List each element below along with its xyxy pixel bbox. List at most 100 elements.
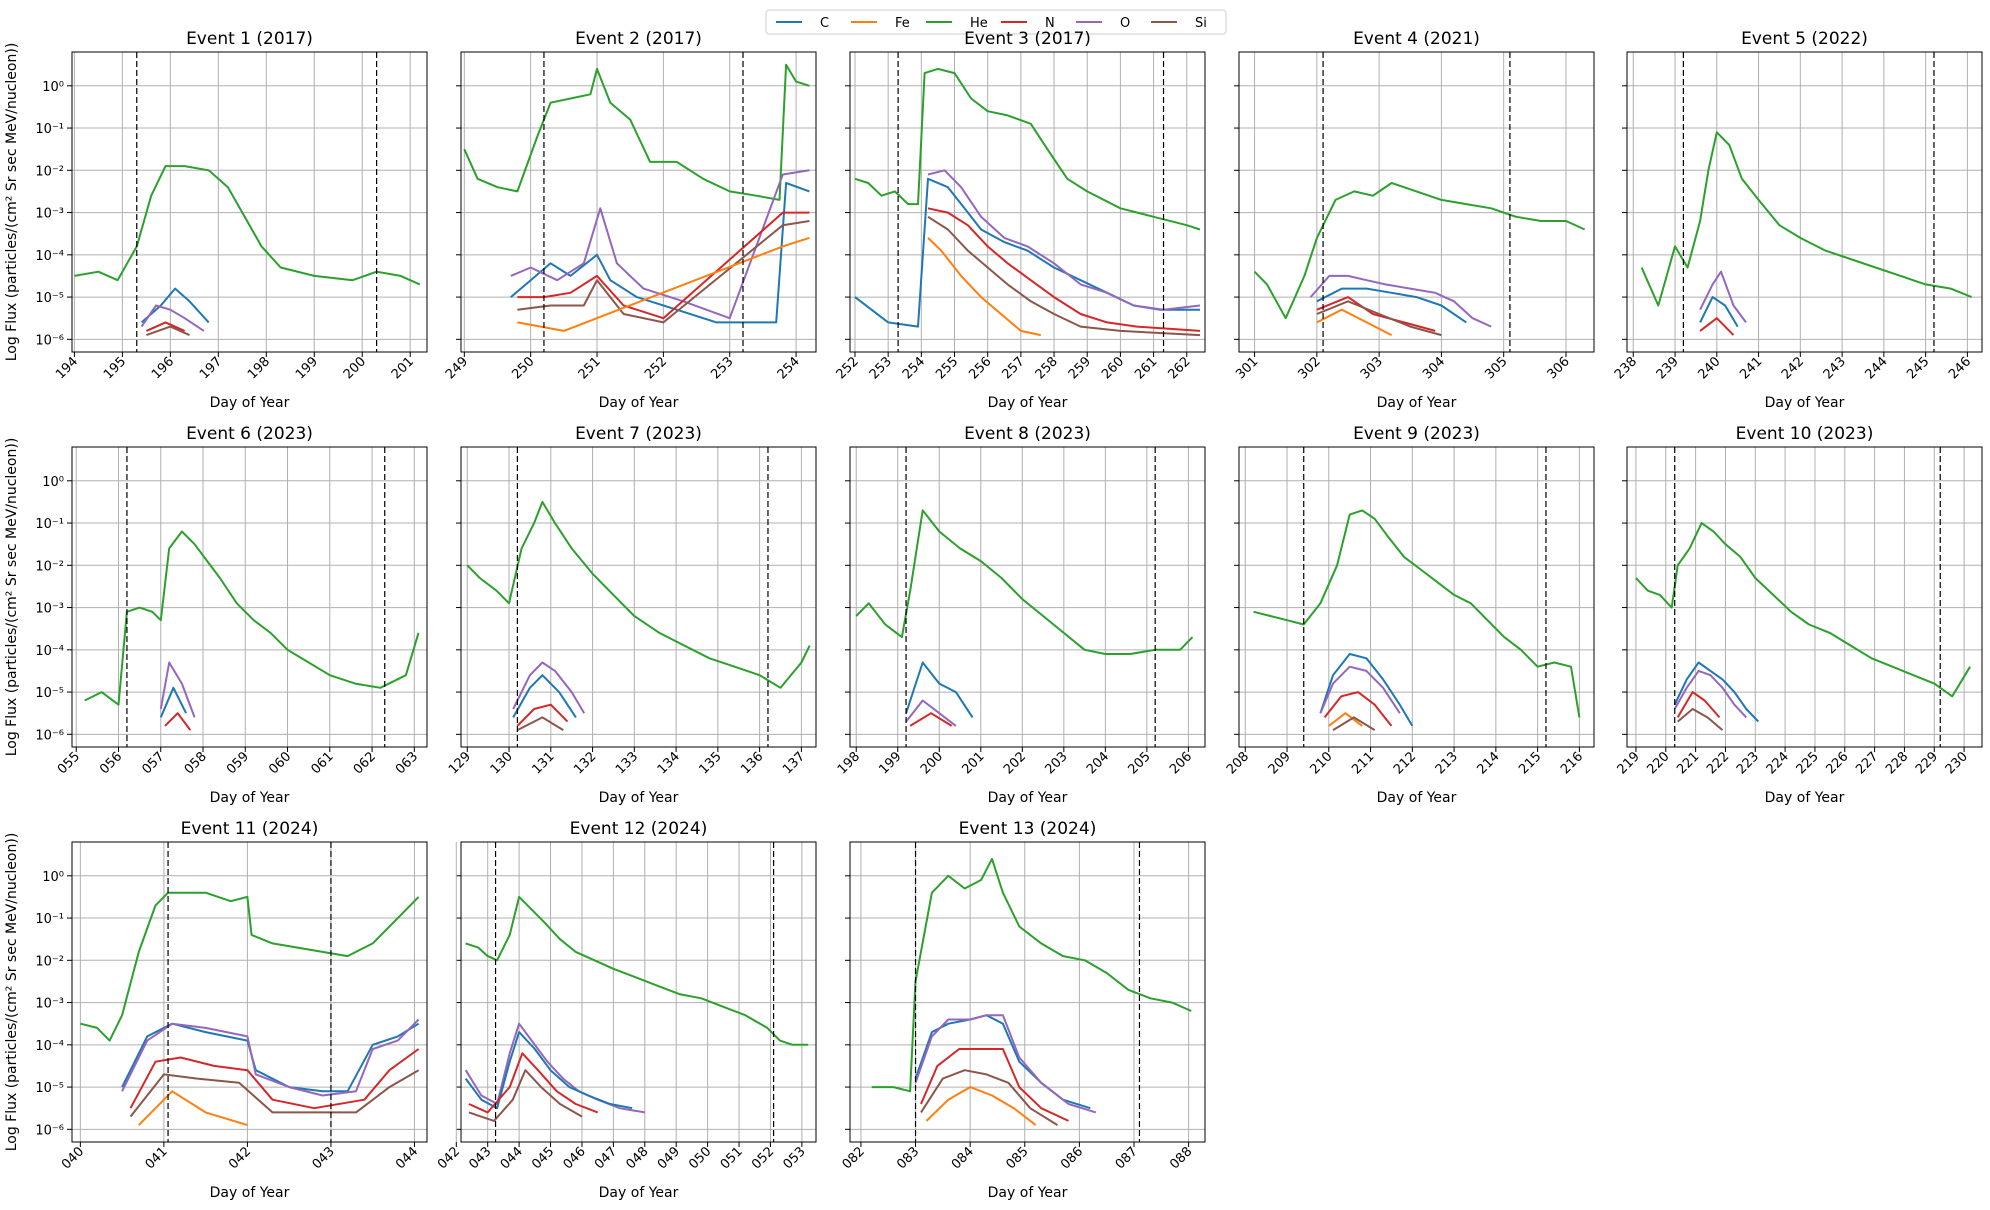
x-tick-label: 242 xyxy=(1779,354,1807,382)
x-tick-label: 195 xyxy=(101,354,129,382)
x-tick-label: 258 xyxy=(1033,354,1061,382)
series-He xyxy=(854,67,1201,231)
x-tick-label: 227 xyxy=(1853,749,1881,777)
y-tick-label: 10⁻² xyxy=(35,164,64,179)
x-tick-label: 088 xyxy=(1167,1144,1195,1172)
x-tick-label: 214 xyxy=(1475,749,1503,777)
y-tick-label: 10⁻³ xyxy=(35,207,64,222)
x-tick-label: 196 xyxy=(149,354,177,382)
y-axis-label: Log Flux (particles/(cm² Sr sec MeV/nucl… xyxy=(4,833,20,1152)
chart-panel-11: 10⁻⁶ 10⁻⁵ 10⁻⁴ 10⁻³ 10⁻² 10⁻¹ 10⁰ 040 041 042 043 0… xyxy=(4,819,428,1201)
series-He xyxy=(1253,509,1581,718)
x-tick-label: 222 xyxy=(1704,749,1732,777)
series-Fe xyxy=(1316,308,1393,336)
x-tick-label: 250 xyxy=(509,354,537,382)
y-tick-label: 10⁻⁵ xyxy=(35,1081,64,1096)
x-axis-label: Day of Year xyxy=(599,1185,679,1201)
x-tick-label: 256 xyxy=(966,354,994,382)
series-group xyxy=(854,67,1201,337)
series-C xyxy=(1316,287,1467,324)
series-He xyxy=(80,891,420,1042)
x-tick-label: 043 xyxy=(310,1144,338,1172)
x-tick-label: 261 xyxy=(1132,354,1160,382)
series-group xyxy=(80,891,420,1127)
series-He xyxy=(74,165,421,286)
x-tick-label: 060 xyxy=(266,749,294,777)
series-O xyxy=(121,1018,420,1097)
x-tick-label: 042 xyxy=(226,1144,254,1172)
x-tick-label: 238 xyxy=(1612,354,1640,382)
y-tick-label: 10⁻³ xyxy=(35,997,64,1012)
x-tick-label: 202 xyxy=(1001,749,1029,777)
x-tick-label: 134 xyxy=(655,749,683,777)
x-tick-label: 056 xyxy=(97,749,125,777)
chart-panel-1: 10⁻⁶ 10⁻⁵ 10⁻⁴ 10⁻³ 10⁻² 10⁻¹ 10⁰ 194 195 196 197 1… xyxy=(4,29,428,411)
chart-panel-7: 129 130 131 132 133 134 135 136 137 Event 7 (2023… xyxy=(446,424,817,806)
y-tick-label: 10⁻⁶ xyxy=(35,333,64,348)
x-axis-label: Day of Year xyxy=(1377,790,1457,806)
x-tick-label: 082 xyxy=(840,1144,868,1172)
series-group xyxy=(1253,509,1581,731)
x-tick-label: 215 xyxy=(1516,749,1544,777)
series-C xyxy=(854,177,1200,328)
series-Si xyxy=(927,215,1201,337)
x-tick-label: 303 xyxy=(1358,354,1386,382)
panel-title: Event 9 (2023) xyxy=(1353,424,1480,444)
series-C xyxy=(1699,296,1739,328)
x-tick-label: 244 xyxy=(1863,354,1891,382)
plot-frame xyxy=(849,446,1206,748)
series-Si xyxy=(1677,708,1724,731)
series-He xyxy=(463,63,810,201)
panel-title: Event 13 (2024) xyxy=(959,819,1097,839)
series-C xyxy=(464,1031,633,1110)
x-tick-label: 239 xyxy=(1654,354,1682,382)
x-tick-label: 040 xyxy=(59,1144,87,1172)
y-tick-label: 10⁻³ xyxy=(35,602,64,617)
series-Si xyxy=(468,1069,583,1122)
series-O xyxy=(1309,274,1492,328)
series-N xyxy=(516,703,569,727)
x-tick-label: 135 xyxy=(697,749,725,777)
x-tick-label: 252 xyxy=(642,354,670,382)
y-tick-label: 10⁻² xyxy=(35,954,64,969)
y-tick-label: 10⁻⁶ xyxy=(35,728,64,743)
x-tick-label: 254 xyxy=(900,354,928,382)
x-tick-label: 043 xyxy=(466,1144,494,1172)
plot-frame xyxy=(1626,446,1983,748)
y-tick-label: 10⁰ xyxy=(42,870,64,885)
series-O xyxy=(512,661,586,714)
series-C xyxy=(1319,653,1414,727)
x-tick-label: 058 xyxy=(182,749,210,777)
x-tick-label: 257 xyxy=(1000,354,1028,382)
x-tick-label: 226 xyxy=(1823,749,1851,777)
series-group xyxy=(463,63,810,332)
series-C xyxy=(510,182,810,324)
x-axis-label: Day of Year xyxy=(599,790,679,806)
series-Si xyxy=(517,220,810,324)
series-Si xyxy=(1332,716,1376,731)
chart-panel-9: 208 209 210 211 212 213 214 215 216 Event 9 (2023… xyxy=(1224,424,1595,806)
x-tick-label: 050 xyxy=(686,1144,714,1172)
x-tick-label: 132 xyxy=(571,749,599,777)
series-O xyxy=(914,1014,1097,1114)
series-N xyxy=(164,712,192,731)
series-He xyxy=(84,530,420,706)
panel-title: Event 12 (2024) xyxy=(570,819,708,839)
series-Si xyxy=(516,716,564,731)
chart-panel-3: 252 253 254 255 256 257 258 259 260 261 262 Event 3… xyxy=(834,29,1206,411)
panel-title: Event 7 (2023) xyxy=(575,424,702,444)
x-tick-label: 194 xyxy=(53,354,81,382)
chart-panel-5: 238 239 240 241 242 243 244 245 246 Event 5 (2022… xyxy=(1612,29,1983,411)
x-tick-label: 241 xyxy=(1737,354,1765,382)
x-tick-label: 048 xyxy=(623,1144,651,1172)
x-tick-label: 083 xyxy=(894,1144,922,1172)
series-He xyxy=(465,895,809,1046)
series-Fe xyxy=(927,237,1042,337)
chart-panel-8: 198 199 200 201 202 203 204 205 206 Event 8 (2023… xyxy=(835,424,1206,806)
series-group xyxy=(1640,131,1972,336)
x-tick-label: 198 xyxy=(835,749,863,777)
series-He xyxy=(1640,131,1972,307)
x-tick-label: 223 xyxy=(1734,749,1762,777)
x-tick-label: 253 xyxy=(867,354,895,382)
series-O xyxy=(1319,665,1401,714)
